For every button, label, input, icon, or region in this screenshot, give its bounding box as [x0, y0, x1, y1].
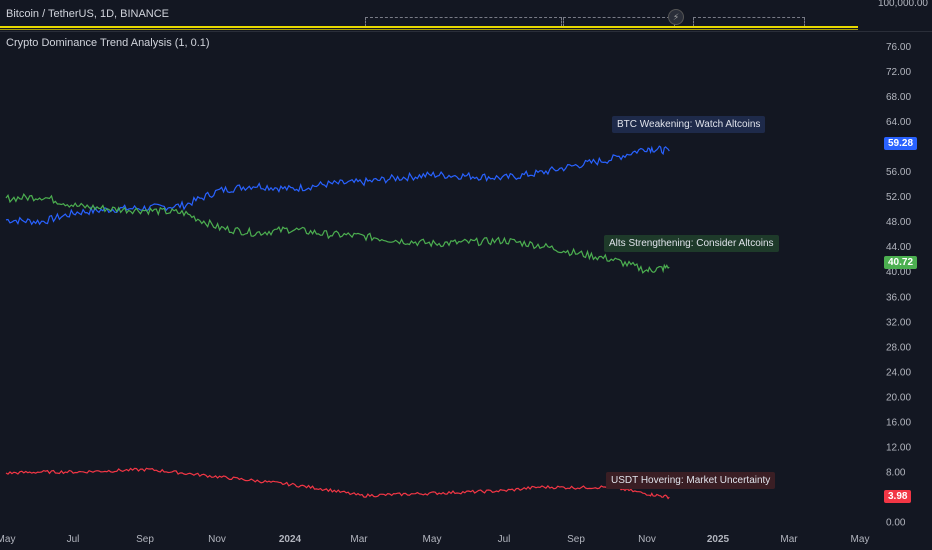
x-tick-label: May: [851, 534, 870, 545]
y-tick-label: 32.00: [886, 317, 911, 328]
event-marker-icon[interactable]: ⚡: [668, 9, 684, 25]
x-tick-label: Mar: [350, 534, 368, 545]
x-tick-label: Sep: [567, 534, 585, 545]
series-line-1: [5, 192, 670, 274]
x-tick-label: Nov: [208, 534, 226, 545]
btc-annotation: BTC Weakening: Watch Altcoins: [612, 116, 766, 133]
y-tick-label: 28.00: [886, 342, 911, 353]
btc-value-badge: 59.28: [884, 137, 918, 150]
alts-value-badge: 40.72: [884, 256, 918, 269]
y-tick-label: 56.00: [886, 167, 911, 178]
y-tick-label: 44.00: [886, 242, 911, 253]
y-tick-label: 0.00: [886, 518, 906, 529]
y-tick-label: 68.00: [886, 92, 911, 103]
x-tick-label: May: [423, 534, 442, 545]
x-tick-label: 2024: [279, 534, 302, 545]
series-line-2: [5, 467, 670, 500]
price-overlay-line: [0, 26, 858, 28]
y-tick-label: 20.00: [886, 392, 911, 403]
symbol-title[interactable]: Bitcoin / TetherUS, 1D, BINANCE: [6, 8, 170, 20]
y-tick-label: 36.00: [886, 292, 911, 303]
y-tick-label: 52.00: [886, 192, 911, 203]
pane-separator[interactable]: [0, 31, 932, 32]
x-tick-label: Nov: [638, 534, 656, 545]
y-tick-label: 72.00: [886, 67, 911, 78]
alts-annotation: Alts Strengthening: Consider Altcoins: [604, 235, 779, 252]
y-tick-label: 8.00: [886, 467, 906, 478]
x-tick-label: Sep: [136, 534, 154, 545]
y-tick-label: 16.00: [886, 417, 911, 428]
usdt-annotation: USDT Hovering: Market Uncertainty: [606, 472, 776, 489]
y-tick-label: 64.00: [886, 117, 911, 128]
series-line-0: [5, 145, 670, 226]
y-tick-label: 76.00: [886, 42, 911, 53]
y-tick-label: 48.00: [886, 217, 911, 228]
y-tick-label: 40.00: [886, 267, 911, 278]
y-tick-label: 24.00: [886, 367, 911, 378]
x-tick-label: Mar: [780, 534, 798, 545]
x-tick-label: Jul: [67, 534, 80, 545]
top-price-label: 100,000.00: [877, 0, 928, 9]
indicator-title[interactable]: Crypto Dominance Trend Analysis (1, 0.1): [6, 37, 210, 49]
usdt-value-badge: 3.98: [884, 490, 912, 503]
price-overlay-line-2: [0, 29, 858, 30]
x-tick-label: 2025: [707, 534, 730, 545]
x-tick-label: May: [0, 534, 15, 545]
x-tick-label: Jul: [498, 534, 511, 545]
y-tick-label: 12.00: [886, 442, 911, 453]
